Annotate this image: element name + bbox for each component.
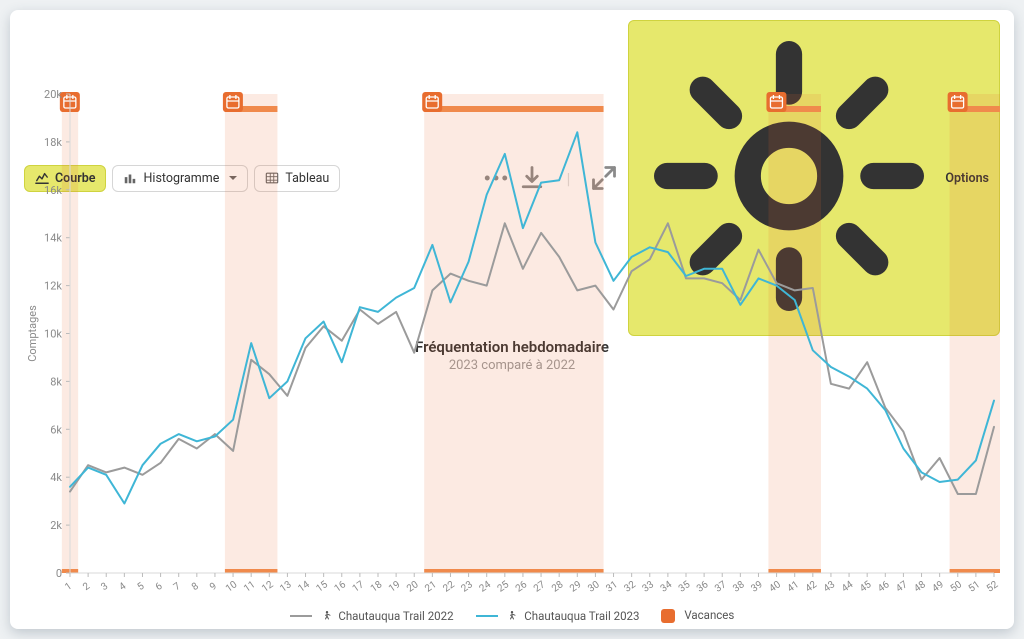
svg-text:9: 9 bbox=[208, 581, 219, 593]
svg-text:41: 41 bbox=[786, 579, 802, 594]
svg-text:24: 24 bbox=[478, 579, 494, 595]
svg-text:36: 36 bbox=[695, 579, 711, 595]
svg-text:3: 3 bbox=[99, 581, 110, 593]
svg-text:12k: 12k bbox=[44, 280, 62, 293]
svg-text:26: 26 bbox=[514, 579, 530, 595]
svg-text:16: 16 bbox=[333, 579, 349, 595]
svg-text:21: 21 bbox=[423, 579, 439, 594]
svg-text:7: 7 bbox=[172, 581, 183, 593]
svg-text:29: 29 bbox=[568, 579, 584, 594]
svg-text:47: 47 bbox=[894, 579, 910, 595]
svg-text:18k: 18k bbox=[44, 136, 62, 149]
svg-text:14: 14 bbox=[296, 579, 312, 595]
svg-text:8k: 8k bbox=[50, 375, 62, 388]
svg-text:51: 51 bbox=[967, 579, 983, 594]
svg-text:19: 19 bbox=[387, 579, 403, 594]
legend-series-2022-label: Chautauqua Trail 2022 bbox=[338, 609, 453, 623]
svg-text:33: 33 bbox=[641, 579, 657, 594]
svg-text:28: 28 bbox=[550, 579, 566, 595]
svg-text:20: 20 bbox=[405, 579, 421, 595]
hiker-icon bbox=[321, 610, 333, 622]
svg-text:23: 23 bbox=[459, 579, 475, 594]
chart-svg: 02k4k6k8k10k12k14k16k18k20k1234567891011… bbox=[24, 88, 1000, 603]
svg-text:35: 35 bbox=[677, 579, 693, 595]
legend: Chautauqua Trail 2022 Chautauqua Trail 2… bbox=[10, 608, 1014, 623]
svg-text:11: 11 bbox=[242, 579, 258, 594]
svg-text:4k: 4k bbox=[50, 471, 62, 484]
svg-text:16k: 16k bbox=[44, 184, 62, 197]
svg-text:12: 12 bbox=[260, 579, 276, 595]
svg-text:45: 45 bbox=[858, 579, 874, 595]
svg-text:18: 18 bbox=[369, 579, 385, 595]
legend-series-2023[interactable]: Chautauqua Trail 2023 bbox=[476, 609, 640, 623]
svg-text:39: 39 bbox=[749, 579, 765, 594]
svg-text:17: 17 bbox=[351, 579, 367, 595]
svg-text:20k: 20k bbox=[44, 88, 62, 101]
svg-text:0: 0 bbox=[56, 567, 62, 580]
svg-text:2k: 2k bbox=[50, 519, 62, 532]
svg-text:25: 25 bbox=[496, 579, 512, 595]
svg-text:27: 27 bbox=[532, 579, 548, 595]
svg-text:38: 38 bbox=[731, 579, 747, 595]
chart-area: 02k4k6k8k10k12k14k16k18k20k1234567891011… bbox=[24, 88, 1000, 603]
svg-text:13: 13 bbox=[278, 579, 294, 594]
svg-text:48: 48 bbox=[912, 579, 928, 595]
hiker-icon bbox=[506, 610, 518, 622]
svg-text:2: 2 bbox=[81, 581, 92, 593]
legend-vacances[interactable]: Vacances bbox=[661, 608, 734, 623]
svg-text:4: 4 bbox=[117, 581, 128, 593]
svg-text:40: 40 bbox=[767, 579, 783, 595]
svg-text:42: 42 bbox=[804, 579, 820, 595]
svg-text:10k: 10k bbox=[44, 328, 62, 341]
svg-text:46: 46 bbox=[876, 579, 892, 595]
svg-text:49: 49 bbox=[930, 579, 946, 594]
svg-text:32: 32 bbox=[622, 579, 638, 595]
svg-text:10: 10 bbox=[224, 579, 240, 595]
svg-text:Comptages: Comptages bbox=[26, 305, 39, 362]
svg-text:37: 37 bbox=[713, 579, 729, 595]
legend-series-2023-label: Chautauqua Trail 2023 bbox=[524, 609, 639, 623]
legend-series-2022[interactable]: Chautauqua Trail 2022 bbox=[290, 609, 454, 623]
svg-text:34: 34 bbox=[659, 579, 675, 595]
svg-text:15: 15 bbox=[314, 579, 330, 595]
svg-text:14k: 14k bbox=[44, 232, 62, 245]
chart-card: Courbe Histogramme Tableau | bbox=[10, 10, 1014, 629]
svg-text:22: 22 bbox=[441, 579, 457, 595]
svg-text:8: 8 bbox=[190, 581, 201, 593]
svg-text:52: 52 bbox=[985, 579, 1000, 595]
svg-text:44: 44 bbox=[840, 579, 856, 595]
svg-text:30: 30 bbox=[586, 579, 602, 595]
svg-text:1: 1 bbox=[63, 581, 74, 593]
svg-text:50: 50 bbox=[949, 579, 965, 595]
svg-text:6k: 6k bbox=[50, 423, 62, 436]
legend-vacances-label: Vacances bbox=[684, 608, 734, 622]
svg-text:43: 43 bbox=[822, 579, 838, 594]
svg-text:6: 6 bbox=[154, 581, 165, 593]
svg-text:5: 5 bbox=[136, 581, 147, 593]
svg-text:31: 31 bbox=[604, 579, 620, 594]
